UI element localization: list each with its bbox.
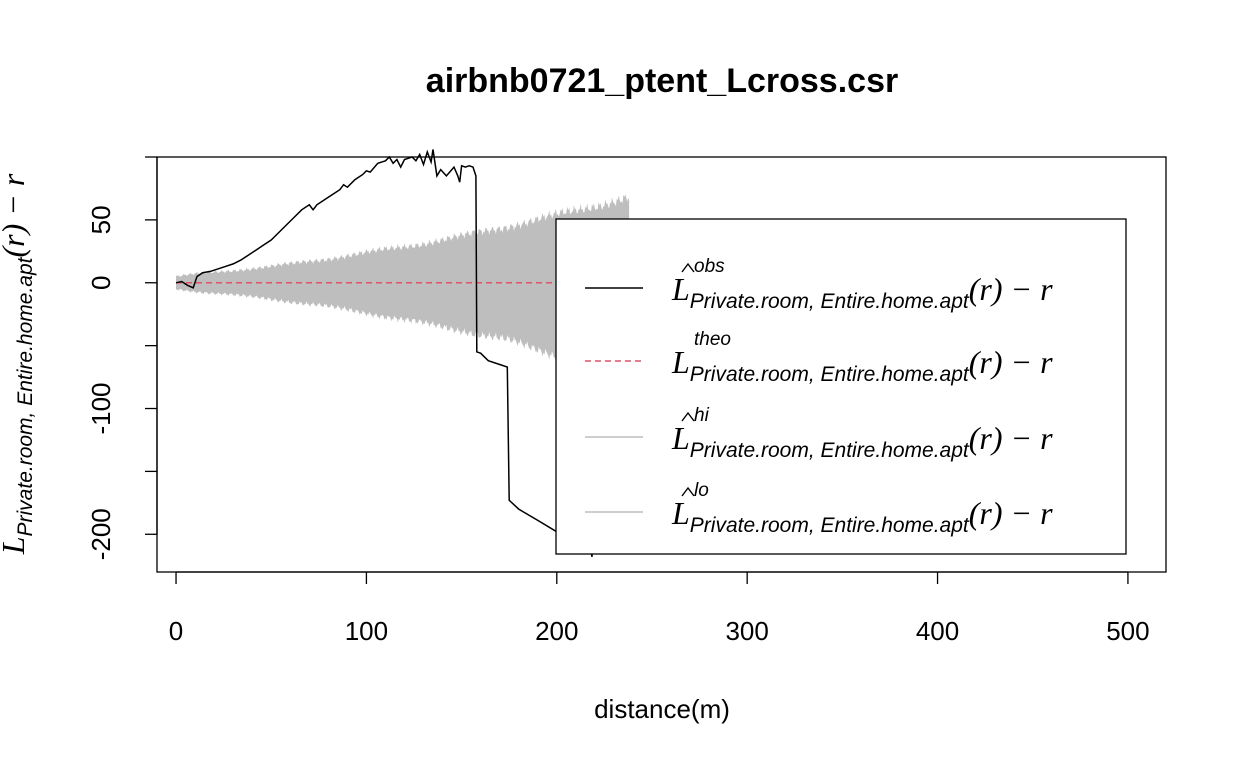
legend-label-main: L xyxy=(671,271,690,307)
legend-hat-mark xyxy=(681,262,695,273)
legend-box xyxy=(555,218,1127,555)
legend-label: LPrivate.room, Entire.home.apt(r) − r xyxy=(671,495,1053,537)
svg-text:LPrivate.room, Entire.home.apt: LPrivate.room, Entire.home.apt(r) − r xyxy=(0,173,37,555)
legend-label-suffix: (r) − r xyxy=(969,495,1053,531)
y-tick-label: -200 xyxy=(86,508,116,560)
legend-hat-mark xyxy=(681,411,695,422)
x-tick-label: 100 xyxy=(345,616,388,646)
x-tick-label: 300 xyxy=(725,616,768,646)
legend-label-suffix: (r) − r xyxy=(969,344,1053,380)
chart-title: airbnb0721_ptent_Lcross.csr xyxy=(426,62,898,100)
y-axis-title-suffix: (r) − r xyxy=(0,173,31,257)
legend-label-subscript: Private.room, Entire.home.apt xyxy=(690,363,970,386)
y-tick-label: -100 xyxy=(86,382,116,434)
x-tick-label: 200 xyxy=(535,616,578,646)
legend-label: LPrivate.room, Entire.home.apt(r) − r xyxy=(671,271,1053,313)
series-obs-line xyxy=(175,149,621,558)
y-axis-title: LPrivate.room, Entire.home.apt(r) − r xyxy=(0,173,37,555)
envelope-area xyxy=(176,194,630,391)
y-axis-title-subscript: Private.room, Entire.home.apt xyxy=(14,256,37,536)
x-tick-label: 500 xyxy=(1106,616,1149,646)
legend-superscript: lo xyxy=(694,480,709,501)
legend-label-subscript: Private.room, Entire.home.apt xyxy=(690,290,970,313)
legend-label-main: L xyxy=(671,344,690,380)
legend-label-main: L xyxy=(671,420,690,456)
legend-hat-mark xyxy=(681,486,695,497)
legend-label-main: L xyxy=(671,495,690,531)
legend-label-subscript: Private.room, Entire.home.apt xyxy=(690,514,970,537)
y-axis-title-main: L xyxy=(0,536,31,555)
envelope-band xyxy=(176,194,630,391)
x-tick-label: 400 xyxy=(916,616,959,646)
legend-label: LPrivate.room, Entire.home.apt(r) − r xyxy=(671,420,1053,462)
legend-label: LPrivate.room, Entire.home.apt(r) − r xyxy=(671,344,1053,386)
y-tick-label: 0 xyxy=(86,276,116,290)
legend-label-suffix: (r) − r xyxy=(969,271,1053,307)
x-tick-label: 0 xyxy=(169,616,183,646)
y-tick-label: 50 xyxy=(86,205,116,234)
legend-label-suffix: (r) − r xyxy=(969,420,1053,456)
x-axis-title: distance(m) xyxy=(594,694,730,724)
y-axis: -200 -100 0 50 xyxy=(86,156,158,560)
legend-label-subscript: Private.room, Entire.home.apt xyxy=(690,439,970,462)
legend-superscript: theo xyxy=(694,329,731,350)
legend-superscript: obs xyxy=(694,256,725,277)
legend-superscript: hi xyxy=(694,405,710,426)
x-axis: 0 100 200 300 400 500 xyxy=(169,571,1150,646)
